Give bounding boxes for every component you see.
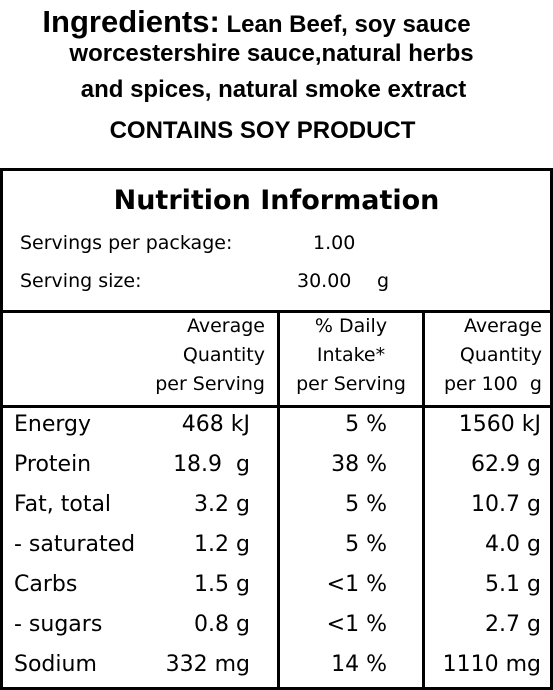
ingredients-text: Lean Beef, soy sauce	[219, 11, 471, 38]
serving-label: Servings per package:	[20, 232, 233, 254]
ingredients-text: worcestershire sauce,natural herbs	[69, 40, 474, 67]
nutrient-name: Energy	[14, 412, 92, 437]
per-serving-value: 18.9 g	[173, 452, 250, 477]
divider	[422, 310, 425, 687]
per-serving-value: 0.8 g	[194, 612, 250, 637]
nutrient-name: - sugars	[14, 612, 103, 637]
per-100g-value: 5.1 g	[485, 572, 541, 597]
ingredients-line: Ingredients: Lean Beef, soy sauce	[0, 4, 533, 40]
column-header: per 100 g	[443, 373, 542, 395]
daily-intake-value: <1 %	[326, 612, 387, 637]
nutrient-name: Fat, total	[14, 492, 112, 517]
per-100g-value: 1110 mg	[442, 652, 541, 677]
daily-intake-value: 14 %	[331, 652, 387, 677]
ingredients-label: Ingredients:	[42, 4, 220, 39]
daily-intake-value: 38 %	[331, 452, 387, 477]
per-100g-value: 62.9 g	[471, 452, 541, 477]
per-100g-value: 1560 kJ	[458, 412, 541, 437]
daily-intake-value: 5 %	[345, 532, 387, 557]
per-serving-value: 468 kJ	[181, 412, 250, 437]
column-header: Quantity	[182, 344, 265, 366]
per-serving-value: 332 mg	[165, 652, 250, 677]
column-header: Quantity	[459, 344, 542, 366]
nutrient-name: Protein	[14, 452, 92, 477]
per-serving-value: 3.2 g	[194, 492, 250, 517]
divider	[0, 405, 553, 408]
allergen-note: CONTAINS SOY PRODUCT	[109, 117, 416, 144]
per-100g-value: 2.7 g	[485, 612, 541, 637]
column-header: per Serving	[296, 373, 406, 395]
daily-intake-value: <1 %	[326, 572, 387, 597]
per-100g-value: 10.7 g	[471, 492, 541, 517]
nutrient-name: Carbs	[14, 572, 78, 597]
serving-value: 1.00	[313, 232, 356, 254]
column-header: per Serving	[155, 373, 265, 395]
column-header: Average	[463, 315, 542, 337]
panel-title: Nutrition Information	[113, 185, 440, 216]
column-header: Intake*	[316, 344, 386, 366]
serving-value: 30.00	[297, 270, 352, 292]
per-serving-value: 1.5 g	[194, 572, 250, 597]
daily-intake-value: 5 %	[345, 412, 387, 437]
column-header: Average	[186, 315, 265, 337]
nutrient-name: - saturated	[14, 532, 136, 557]
per-100g-value: 4.0 g	[485, 532, 541, 557]
divider	[277, 310, 280, 687]
ingredients-text: and spices, natural smoke extract	[80, 76, 467, 103]
column-header: % Daily	[314, 315, 388, 337]
serving-value: g	[377, 270, 390, 292]
per-serving-value: 1.2 g	[194, 532, 250, 557]
serving-label: Serving size:	[20, 270, 142, 292]
daily-intake-value: 5 %	[345, 492, 387, 517]
nutrient-name: Sodium	[14, 652, 97, 677]
divider	[0, 310, 553, 313]
